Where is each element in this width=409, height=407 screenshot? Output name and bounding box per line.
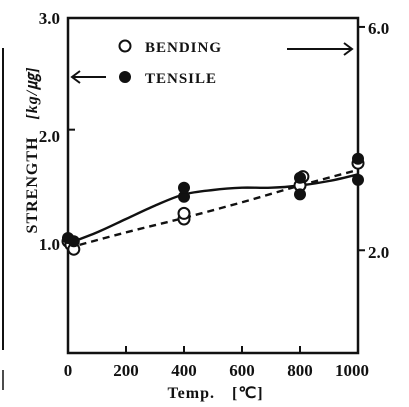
bending-point-4	[177, 206, 191, 220]
x-axis-unit: [℃]	[232, 385, 264, 402]
tensile-point-4	[294, 188, 306, 201]
data-points	[61, 152, 365, 256]
right-axis-arrow	[287, 42, 354, 56]
y-tick-label-2: 2.0	[39, 127, 60, 146]
fit-lines	[67, 168, 359, 250]
x-axis-title: Temp.	[167, 385, 215, 402]
left-axis-arrow	[70, 70, 106, 84]
tensile-point-3	[178, 181, 190, 194]
legend-marker-tensile	[119, 71, 131, 83]
x-tick-label-800: 800	[287, 361, 313, 380]
x-tick-label-0: 0	[64, 361, 73, 380]
legend-label-tensile: TENSILE	[145, 71, 217, 87]
y-tick-label-1: 1.0	[39, 235, 60, 254]
y-axis-title: STRENGTH	[24, 137, 41, 234]
bending-fit-line	[67, 168, 359, 250]
right-tick-label-6: 6.0	[368, 19, 389, 38]
y-tick-label-3: 3.0	[39, 9, 60, 28]
tensile-point-6	[352, 173, 364, 186]
x-tick-label-1000: 1000	[335, 361, 369, 380]
plot-frame	[66, 16, 360, 355]
tensile-fit-line	[67, 173, 359, 245]
tensile-point-1	[67, 235, 80, 248]
x-tick-label-400: 400	[171, 361, 197, 380]
x-tick-label-600: 600	[229, 361, 255, 380]
tensile-point-7	[352, 152, 364, 165]
legend-label-bending: BENDING	[145, 40, 222, 56]
axis-ticks	[67, 17, 365, 353]
tensile-point-5	[294, 171, 306, 184]
right-tick-label-2: 2.0	[368, 243, 389, 262]
legend-marker-bending	[118, 39, 132, 53]
y-axis-unit: [kg/㎍]	[24, 66, 42, 119]
tensile-point-2	[178, 190, 190, 203]
x-tick-label-200: 200	[113, 361, 139, 380]
